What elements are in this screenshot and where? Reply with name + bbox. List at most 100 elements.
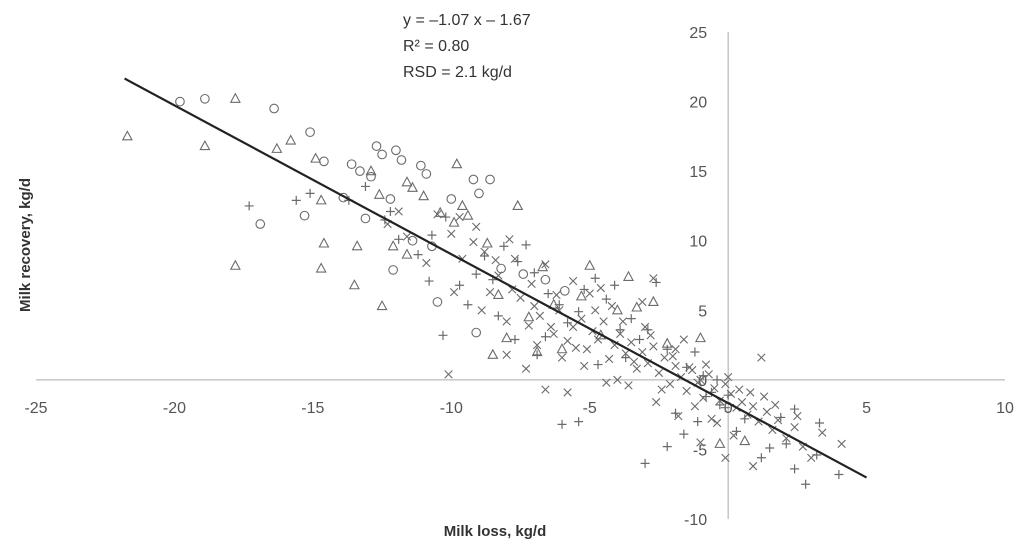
x-marker (837, 439, 846, 449)
circle-marker (360, 213, 371, 224)
rsd-label: RSD = 2.1 kg/d (403, 64, 512, 81)
x-tick-label: -25 (24, 400, 47, 417)
x-marker (571, 343, 581, 353)
plus-marker (463, 300, 473, 310)
x-tick-label: 10 (996, 400, 1014, 417)
x-tick-label: -5 (583, 400, 597, 417)
circle-marker (385, 194, 396, 204)
plus-marker (427, 230, 437, 240)
x-marker (668, 352, 677, 361)
x-marker (632, 364, 641, 373)
x-marker (599, 317, 608, 326)
x-tick-label: 5 (862, 400, 871, 417)
plus-marker (679, 429, 689, 439)
x-marker (557, 353, 567, 362)
regression-equation: y = –1.07 x – 1.67 (403, 12, 531, 29)
x-marker (685, 363, 694, 372)
x-marker (502, 317, 511, 326)
x-marker (737, 397, 747, 407)
circle-marker (396, 155, 407, 165)
x-marker (521, 364, 531, 373)
circle-marker (446, 194, 457, 204)
triangle-marker (487, 348, 499, 359)
plus-marker (590, 273, 600, 283)
x-marker (712, 418, 722, 428)
x-marker (477, 306, 486, 315)
triangle-marker (537, 260, 549, 272)
x-marker (532, 340, 542, 350)
triangle-marker (376, 299, 388, 311)
plus-marker (413, 250, 423, 260)
x-marker (530, 301, 539, 311)
data-points (121, 92, 846, 489)
plus-marker (574, 307, 584, 317)
y-tick-labels: -10 -5 0 5 10 15 20 25 (684, 25, 707, 529)
plus-marker (701, 392, 711, 402)
triangle-marker (694, 331, 706, 343)
x-marker (771, 400, 780, 410)
y-axis-title: Milk recovery, kg/d (17, 178, 34, 312)
triangle-marker (373, 188, 385, 199)
x-marker (729, 431, 738, 440)
x-marker (585, 289, 594, 298)
x-marker (699, 393, 708, 403)
triangle-marker (315, 194, 327, 205)
plus-marker (291, 195, 301, 205)
plus-marker (651, 277, 661, 287)
plus-marker (493, 311, 503, 321)
x-marker (627, 338, 636, 347)
circle-marker (474, 188, 484, 199)
x-marker (679, 335, 689, 344)
y-tick-label: 10 (689, 234, 707, 251)
x-marker (624, 381, 633, 390)
circle-marker (299, 210, 310, 221)
x-marker (607, 301, 617, 311)
plus-marker (557, 419, 567, 429)
x-marker (654, 368, 664, 378)
x-tick-label: -15 (301, 400, 324, 417)
x-marker (818, 428, 827, 437)
plus-marker (690, 347, 700, 357)
x-marker (455, 212, 464, 222)
circle-marker (391, 145, 401, 156)
plus-marker (438, 330, 448, 340)
plus-marker (790, 464, 800, 474)
x-marker (710, 384, 719, 393)
plus-marker (723, 390, 733, 400)
plus-marker (480, 251, 490, 261)
triangle-marker (448, 216, 460, 227)
plus-marker (593, 360, 603, 370)
x-marker (674, 411, 683, 421)
x-marker (790, 422, 799, 432)
x-marker (596, 283, 605, 293)
triangle-marker (229, 92, 241, 103)
x-marker (524, 321, 533, 330)
x-marker (640, 322, 650, 332)
x-marker (505, 235, 514, 244)
triangle-marker (271, 142, 283, 153)
x-marker (638, 297, 647, 307)
circle-marker (377, 149, 387, 160)
plus-marker (441, 212, 451, 222)
triangle-marker (481, 237, 493, 248)
triangle-marker (739, 434, 751, 446)
x-marker (577, 314, 586, 323)
x-marker (593, 335, 603, 344)
x-marker (615, 329, 625, 339)
circle-marker (175, 96, 185, 107)
x-marker (723, 372, 733, 382)
y-tick-label: 25 (689, 25, 707, 42)
plus-marker (574, 417, 584, 427)
plus-marker (244, 201, 254, 211)
x-marker (621, 349, 630, 358)
x-marker (449, 288, 459, 297)
circle-marker (319, 156, 329, 167)
plus-marker (543, 289, 553, 299)
triangle-marker (365, 164, 377, 176)
plus-marker (360, 181, 370, 191)
x-marker (582, 345, 592, 354)
x-marker (721, 379, 730, 389)
x-marker (546, 322, 556, 332)
plus-marker (801, 479, 811, 489)
circle-marker (305, 127, 315, 138)
